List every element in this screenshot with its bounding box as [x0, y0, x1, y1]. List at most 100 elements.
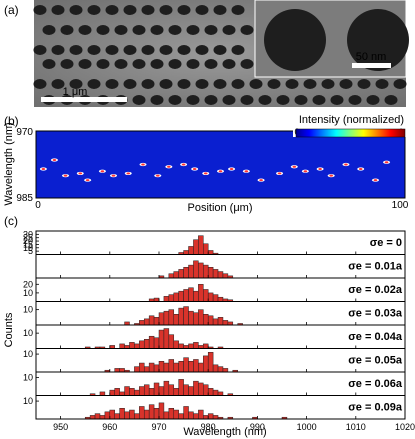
- histogram-bar: [153, 364, 160, 373]
- histogram-bar: [134, 389, 140, 396]
- hole: [60, 25, 74, 35]
- colorbar-gradient: [295, 128, 406, 138]
- histogram-bar: [168, 309, 175, 326]
- histogram-bar: [114, 413, 120, 420]
- main-scale-bar: [41, 97, 127, 102]
- histogram-bar: [193, 260, 199, 279]
- hole: [195, 5, 209, 15]
- histogram-bar: [158, 312, 165, 326]
- y-tick-label: 10: [23, 328, 33, 338]
- histogram-bar: [178, 343, 184, 349]
- histogram-bar: [109, 409, 115, 420]
- y-tick-label: 15: [23, 239, 33, 249]
- inset-scale-bar: [352, 63, 391, 68]
- hole: [114, 25, 128, 35]
- histogram-bar: [168, 294, 175, 302]
- histogram-bar: [119, 368, 125, 373]
- mode-spot-core: [100, 170, 105, 173]
- hole: [33, 5, 47, 15]
- map-y-tick-bottom: 985: [16, 193, 33, 204]
- map-y-tick-top: 970: [16, 127, 33, 138]
- series-label: σe = 0.02a: [348, 284, 403, 296]
- x-tick-label: 960: [102, 422, 117, 432]
- y-tick-label: 10: [23, 396, 33, 406]
- histogram-bar: [188, 310, 194, 326]
- hole: [321, 79, 335, 89]
- mode-spot-core: [141, 163, 145, 166]
- hole: [159, 5, 173, 15]
- hole: [384, 95, 398, 105]
- mode-spot-core: [85, 179, 90, 182]
- histogram-bar: [188, 386, 194, 396]
- histogram-bar: [203, 289, 209, 302]
- histogram-bar: [198, 235, 204, 255]
- histogram-bar: [203, 384, 209, 396]
- hole: [186, 25, 200, 35]
- mode-spot-core: [155, 174, 160, 177]
- histogram-bar: [143, 409, 150, 420]
- histogram-bar: [222, 273, 229, 279]
- histogram-bar: [178, 379, 184, 396]
- histogram-bar: [173, 409, 179, 420]
- mode-spot-core: [181, 163, 186, 166]
- histogram-bar: [168, 273, 175, 279]
- hole: [141, 45, 155, 55]
- hole: [141, 5, 155, 15]
- histogram-bar: [119, 343, 125, 349]
- hole: [393, 79, 407, 89]
- histogram-bar: [163, 411, 170, 420]
- histogram-bar: [203, 314, 209, 326]
- mode-spot-core: [259, 179, 263, 182]
- hole: [366, 95, 380, 105]
- histogram-bar: [212, 389, 219, 396]
- histogram-bar: [217, 296, 224, 302]
- hole: [249, 79, 263, 89]
- hole: [96, 59, 110, 69]
- hole: [105, 45, 119, 55]
- histogram-bar: [203, 343, 209, 349]
- histogram-bar: [198, 262, 204, 279]
- histogram-bar: [207, 413, 214, 420]
- hole: [231, 5, 245, 15]
- histogram-bar: [139, 406, 145, 420]
- series-label: σe = 0: [370, 237, 402, 249]
- hole: [33, 79, 47, 89]
- hole: [222, 59, 236, 69]
- histogram-bar: [188, 343, 194, 349]
- histogram-bar: [212, 294, 219, 302]
- histogram-bar: [193, 239, 199, 255]
- colorbar-title: Intensity (normalized): [299, 114, 404, 126]
- histogram-bar: [109, 389, 115, 396]
- mode-spot-core: [373, 179, 378, 182]
- histogram-bar: [139, 362, 145, 373]
- y-tick-label: 5: [28, 246, 33, 256]
- hole: [78, 59, 92, 69]
- hole: [357, 79, 371, 89]
- histogram-bar: [178, 269, 184, 279]
- x-tick-label: 1020: [395, 422, 415, 432]
- mode-spot-core: [111, 174, 116, 177]
- histogram-bar: [143, 366, 150, 373]
- histogram-bar: [183, 406, 189, 420]
- histogram-bar: [153, 408, 160, 420]
- histogram-bar: [129, 342, 135, 349]
- series-label: σe = 0.06a: [348, 378, 403, 390]
- hole: [213, 45, 227, 55]
- histogram-bar: [129, 409, 135, 420]
- histogram-bar: [222, 320, 229, 326]
- histogram-bar: [153, 382, 160, 396]
- hole: [168, 25, 182, 35]
- y-tick-label: 10: [23, 373, 33, 383]
- hole: [204, 59, 218, 69]
- histogram-bar: [143, 384, 150, 396]
- histogram-bar: [198, 284, 204, 302]
- hole: [186, 95, 200, 105]
- histogram-bar: [124, 386, 130, 396]
- histogram-bar: [139, 320, 145, 326]
- panel-b-label: (b): [4, 114, 19, 128]
- hole: [222, 25, 236, 35]
- histogram-bar: [173, 388, 179, 396]
- histogram-bar: [193, 380, 199, 396]
